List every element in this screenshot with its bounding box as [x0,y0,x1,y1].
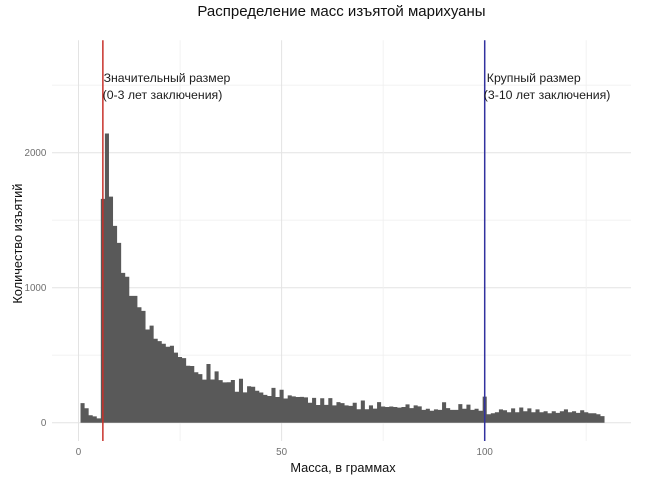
svg-text:50: 50 [276,447,287,458]
svg-text:Количество изъятий: Количество изъятий [10,184,25,304]
svg-text:0: 0 [76,447,82,458]
svg-text:100: 100 [477,447,494,458]
svg-text:2000: 2000 [25,148,47,159]
svg-text:(0-3 лет заключения): (0-3 лет заключения) [103,88,223,102]
svg-text:Масса, в граммах: Масса, в граммах [290,460,396,475]
svg-text:(3-10 лет заключения): (3-10 лет заключения) [484,88,611,102]
svg-text:1000: 1000 [25,283,47,294]
svg-text:Распределение масс изъятой мар: Распределение масс изъятой марихуаны [197,3,485,20]
svg-text:0: 0 [41,418,47,429]
svg-text:Крупный размер: Крупный размер [487,71,581,85]
svg-text:Значительный размер: Значительный размер [104,71,231,85]
